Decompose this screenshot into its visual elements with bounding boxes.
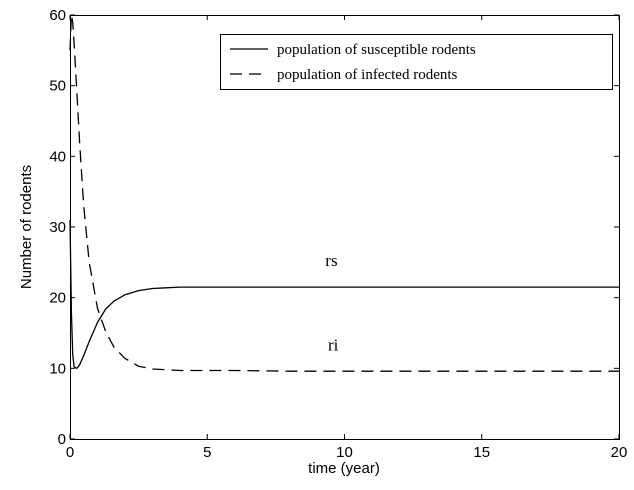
x-tick-label: 0 xyxy=(66,444,74,461)
x-tick-label: 5 xyxy=(203,444,211,461)
x-tick-label: 10 xyxy=(336,444,353,461)
annotation-label-rs: rs xyxy=(325,251,337,270)
y-tick-label: 10 xyxy=(49,360,66,377)
series-line-susceptible xyxy=(69,219,619,369)
y-axis-label: Number of rodents xyxy=(18,165,35,289)
legend: population of susceptible rodents popula… xyxy=(220,34,613,90)
x-tick-label: 20 xyxy=(611,444,628,461)
y-tick-label: 40 xyxy=(49,148,66,165)
legend-label-infected: population of infected rodents xyxy=(277,67,458,83)
legend-box xyxy=(220,34,613,90)
y-tick-label: 30 xyxy=(49,219,66,236)
series-line-infected xyxy=(69,14,619,372)
annotations-group: rs ri xyxy=(325,251,338,355)
y-tick-label: 20 xyxy=(49,290,66,307)
series-group xyxy=(69,14,619,372)
x-tick-label: 15 xyxy=(473,444,490,461)
x-axis-label: time (year) xyxy=(308,460,380,477)
annotation-label-ri: ri xyxy=(328,336,339,355)
legend-label-susceptible: population of susceptible rodents xyxy=(277,42,476,58)
y-tick-label: 60 xyxy=(49,7,66,24)
y-tick-label: 50 xyxy=(49,78,66,95)
axis-ticks: 0 5 10 15 20 0 10 20 30 40 50 60 xyxy=(49,7,627,461)
y-tick-label: 0 xyxy=(58,431,66,448)
